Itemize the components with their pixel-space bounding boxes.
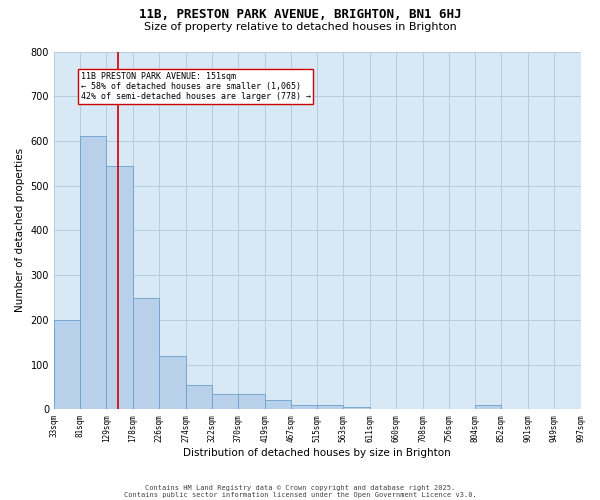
Y-axis label: Number of detached properties: Number of detached properties	[15, 148, 25, 312]
Bar	[106, 166, 133, 410]
Text: Contains public sector information licensed under the Open Government Licence v3: Contains public sector information licen…	[124, 492, 476, 498]
Bar	[160, 356, 185, 410]
Bar	[133, 298, 160, 410]
Text: Contains HM Land Registry data © Crown copyright and database right 2025.: Contains HM Land Registry data © Crown c…	[145, 485, 455, 491]
Bar	[185, 384, 212, 409]
X-axis label: Distribution of detached houses by size in Brighton: Distribution of detached houses by size …	[184, 448, 451, 458]
Text: 11B PRESTON PARK AVENUE: 151sqm
← 58% of detached houses are smaller (1,065)
42%: 11B PRESTON PARK AVENUE: 151sqm ← 58% of…	[80, 72, 311, 102]
Bar	[54, 320, 80, 410]
Bar	[475, 405, 501, 409]
Bar	[238, 394, 265, 409]
Bar	[265, 400, 291, 409]
Bar	[317, 405, 343, 409]
Bar	[343, 407, 370, 410]
Bar	[291, 405, 317, 409]
Text: 11B, PRESTON PARK AVENUE, BRIGHTON, BN1 6HJ: 11B, PRESTON PARK AVENUE, BRIGHTON, BN1 …	[139, 8, 461, 20]
Text: Size of property relative to detached houses in Brighton: Size of property relative to detached ho…	[143, 22, 457, 32]
Bar	[80, 136, 106, 409]
Bar	[212, 394, 238, 409]
